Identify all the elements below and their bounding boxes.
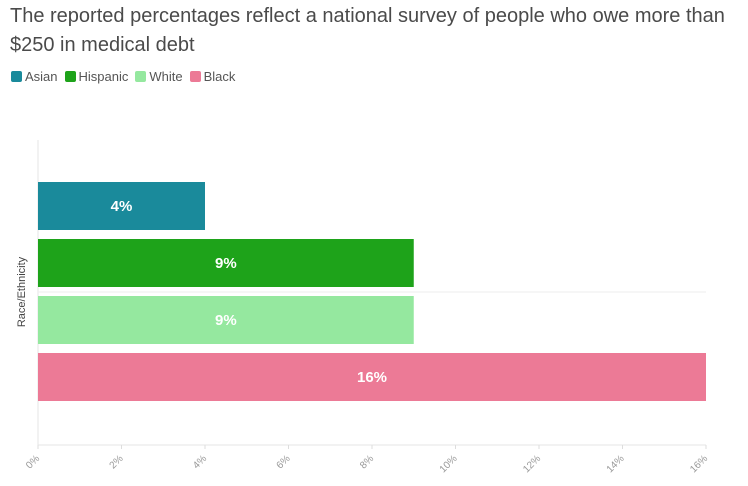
- legend-item-black[interactable]: Black: [189, 69, 236, 84]
- x-tick-label: 12%: [521, 453, 543, 475]
- legend-item-asian[interactable]: Asian: [11, 69, 58, 84]
- bar-label-hispanic: 9%: [215, 255, 237, 272]
- bar-white[interactable]: [38, 296, 414, 344]
- x-tick-label: 0%: [24, 453, 42, 471]
- legend-swatch-asian: [11, 71, 22, 82]
- legend-item-hispanic[interactable]: Hispanic: [64, 69, 129, 84]
- bar-black[interactable]: [38, 353, 706, 401]
- x-tick-label: 6%: [275, 453, 293, 471]
- x-tick-label: 2%: [108, 453, 126, 471]
- chart-title: The reported percentages reflect a natio…: [10, 5, 725, 56]
- legend-label-hispanic: Hispanic: [78, 69, 129, 84]
- x-tick-label: 14%: [605, 453, 627, 475]
- legend-label-white: White: [149, 69, 183, 84]
- legend-swatch-black: [189, 71, 201, 82]
- bar-label-black: 16%: [357, 369, 387, 386]
- bar-label-white: 9%: [215, 312, 237, 329]
- legend: Asian Hispanic White Black: [11, 69, 235, 84]
- x-tick-label: 16%: [688, 453, 710, 475]
- x-tick-label: 4%: [191, 453, 209, 471]
- bar-label-asian: 4%: [111, 198, 133, 215]
- x-tick-label: 10%: [438, 453, 460, 475]
- y-axis-label: Race/Ethnicity: [16, 256, 28, 327]
- legend-item-white[interactable]: White: [135, 69, 183, 84]
- legend-label-black: Black: [203, 69, 236, 84]
- legend-swatch-white: [135, 71, 147, 82]
- legend-label-asian: Asian: [25, 69, 58, 84]
- bar-asian[interactable]: [38, 182, 205, 230]
- legend-swatch-hispanic: [64, 71, 76, 82]
- bar-hispanic[interactable]: [38, 239, 414, 287]
- x-tick-label: 8%: [358, 453, 376, 471]
